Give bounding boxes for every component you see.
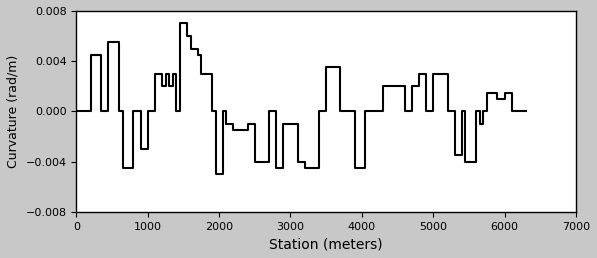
Y-axis label: Curvature (rad/m): Curvature (rad/m) — [7, 55, 20, 168]
X-axis label: Station (meters): Station (meters) — [269, 237, 383, 251]
